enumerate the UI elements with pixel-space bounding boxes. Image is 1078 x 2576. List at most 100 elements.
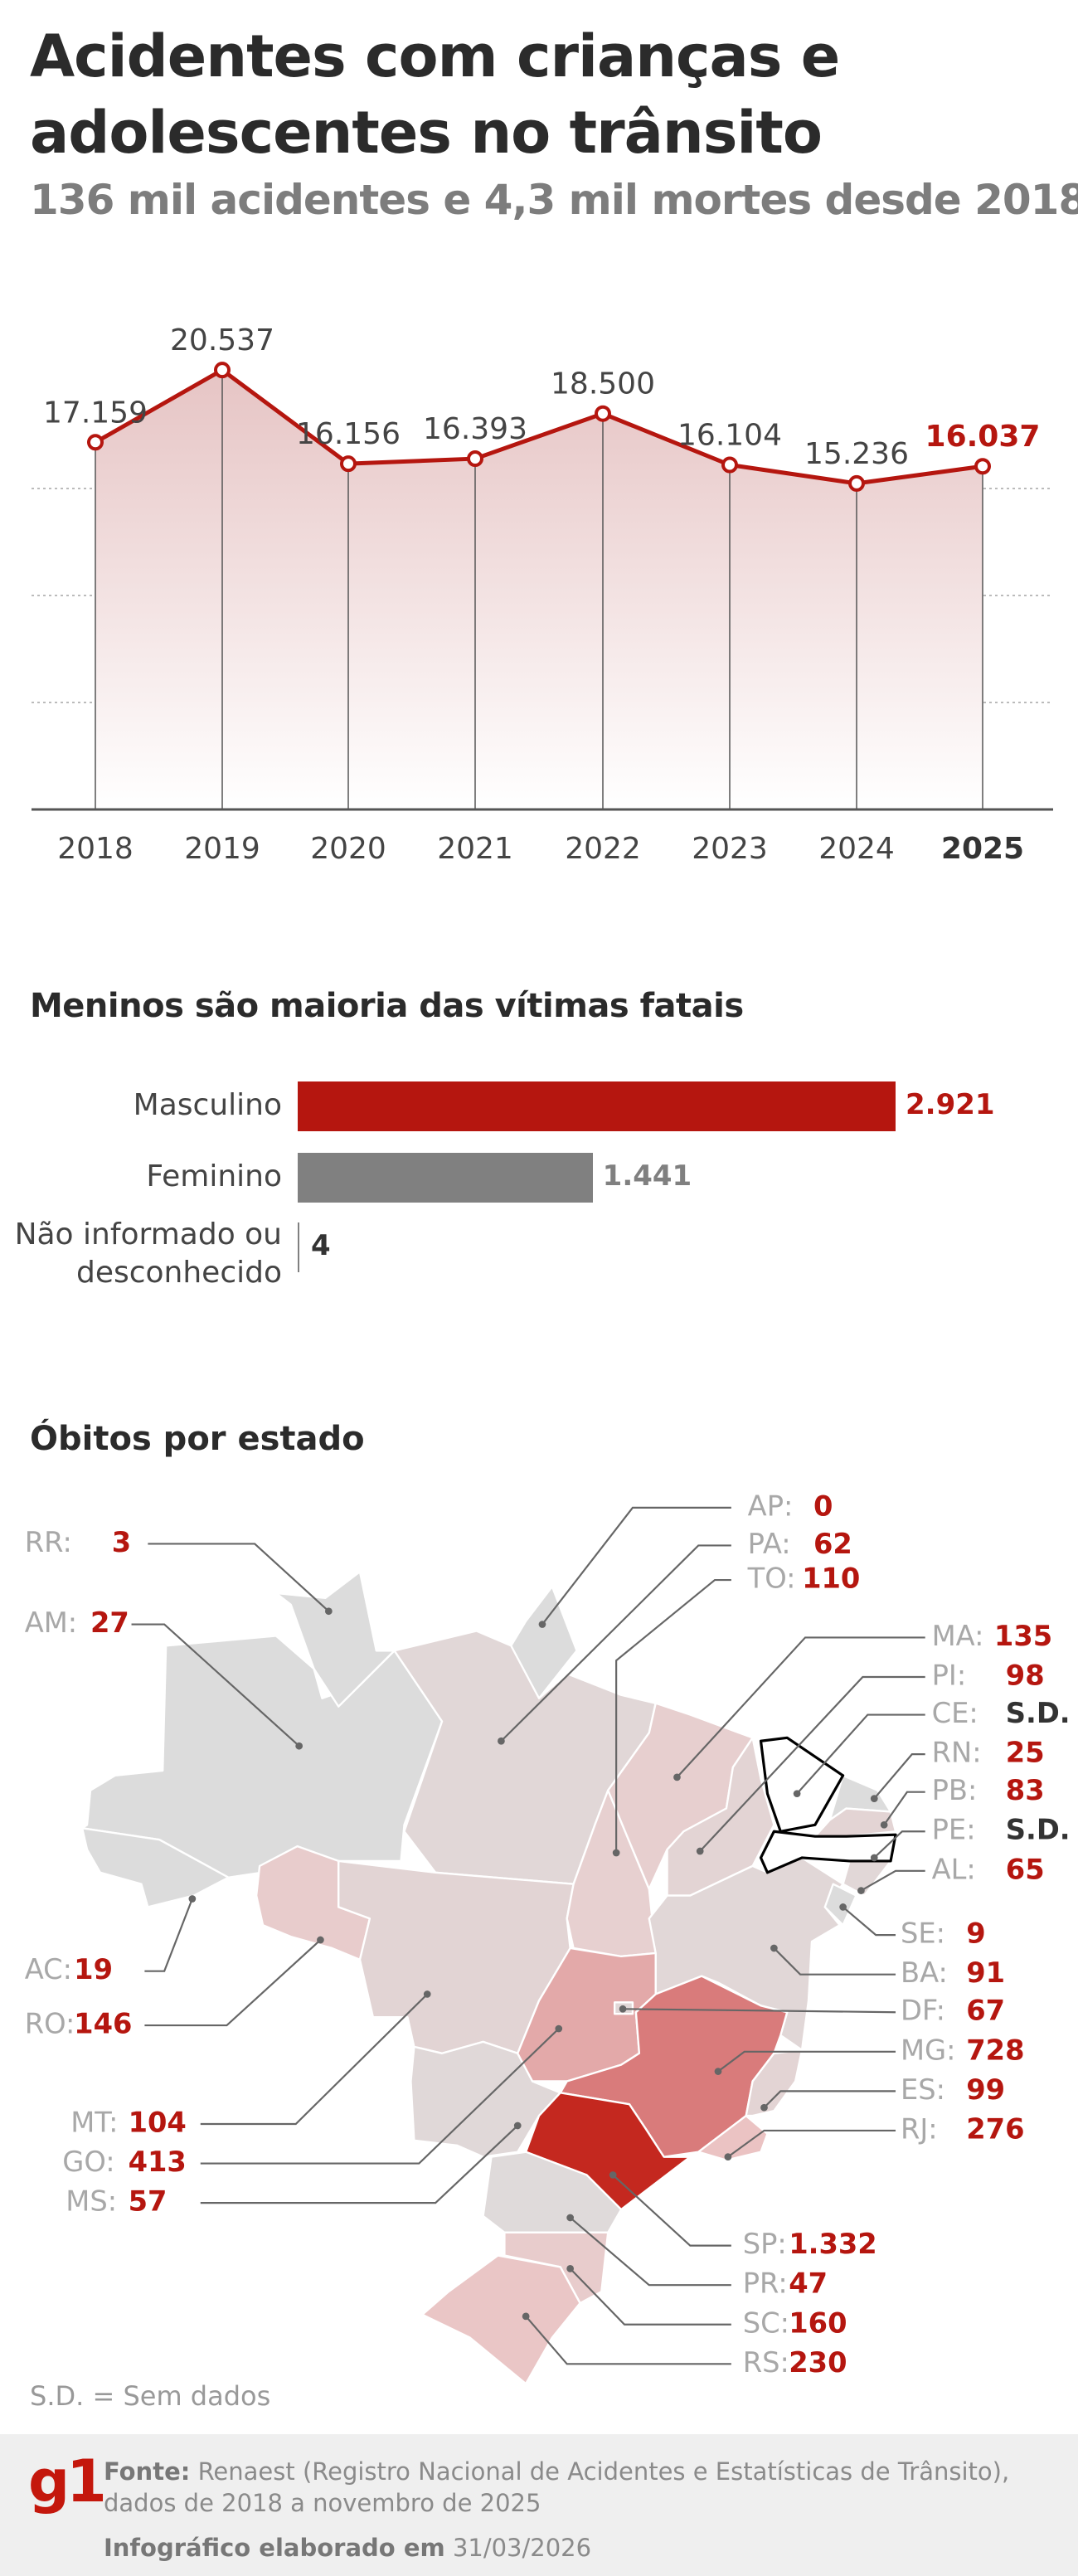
data-label: 16.393 bbox=[423, 412, 527, 446]
state-abbr: SP: bbox=[743, 2228, 787, 2260]
state-value: 47 bbox=[789, 2267, 828, 2300]
x-tick-label: 2019 bbox=[184, 832, 260, 866]
data-label: 17.159 bbox=[43, 396, 148, 430]
leader-line bbox=[727, 2129, 896, 2158]
state-abbr: ES: bbox=[901, 2073, 945, 2106]
leader-line bbox=[873, 1830, 925, 1859]
data-label: 18.500 bbox=[551, 367, 655, 401]
leader-dot bbox=[839, 1903, 847, 1911]
bar bbox=[298, 1081, 896, 1131]
state-value: 110 bbox=[802, 1563, 860, 1595]
line-chart: 17.159 2018 20.537 2019 16.156 2020 16.393 2021… bbox=[32, 323, 1053, 866]
state-value: S.D. bbox=[1006, 1697, 1071, 1729]
state-value: 135 bbox=[994, 1620, 1052, 1652]
leader-line bbox=[612, 2174, 731, 2247]
leader-dot bbox=[498, 1737, 505, 1745]
state-value: 57 bbox=[129, 2185, 168, 2218]
leader-line bbox=[144, 1939, 322, 2027]
map-legend: S.D. = Sem dados bbox=[30, 2380, 271, 2412]
state-ac bbox=[80, 1827, 230, 1908]
state-abbr: SE: bbox=[901, 1917, 945, 1950]
state-value: 728 bbox=[966, 2034, 1024, 2066]
state-abbr: RJ: bbox=[901, 2112, 938, 2145]
leader-line bbox=[148, 1543, 330, 1612]
leader-dot bbox=[870, 1795, 878, 1802]
bar-value: 4 bbox=[311, 1229, 331, 1262]
leader-line bbox=[131, 1623, 300, 1747]
leader-dot bbox=[870, 1854, 878, 1862]
bar-label: Não informado ou desconhecido bbox=[14, 1218, 282, 1290]
credit-label: Infográfico elaborado em bbox=[104, 2534, 445, 2562]
state-value: 9 bbox=[966, 1917, 985, 1950]
page-title: Acidentes com crianças e adolescentes no… bbox=[30, 22, 840, 167]
state-abbr: MG: bbox=[901, 2034, 956, 2066]
state-rs bbox=[421, 2254, 581, 2385]
leader-dot bbox=[770, 1944, 778, 1952]
bar bbox=[298, 1153, 593, 1203]
state-value: S.D. bbox=[1006, 1814, 1071, 1846]
state-es bbox=[745, 2049, 804, 2117]
leader-dot bbox=[566, 2265, 575, 2272]
x-tick-label: 2022 bbox=[565, 832, 641, 866]
data-point bbox=[974, 458, 991, 475]
leader-line bbox=[860, 1869, 925, 1892]
state-abbr: DF: bbox=[901, 1995, 945, 2027]
leader-line bbox=[676, 1636, 925, 1778]
state-value: 67 bbox=[966, 1995, 1005, 2027]
data-label: 20.537 bbox=[170, 323, 274, 357]
brazil-map: RR: 3 AM: 27 AP: 0 PA: 62 TO: 110 MA: 135 PI: 98 CE: S.… bbox=[25, 1490, 1071, 2385]
leader-line bbox=[623, 2008, 896, 2014]
leader-line bbox=[873, 1753, 925, 1800]
leader-dot bbox=[619, 2005, 627, 2013]
bar-value: 2.921 bbox=[906, 1088, 995, 1121]
leader-line bbox=[763, 2090, 896, 2108]
bar-chart-title: Meninos são maioria das vítimas fatais bbox=[30, 987, 744, 1025]
state-value: 1.332 bbox=[789, 2228, 877, 2260]
state-abbr: BA: bbox=[901, 1956, 948, 1989]
leader-dot bbox=[555, 2024, 563, 2033]
state-value: 99 bbox=[966, 2073, 1005, 2106]
data-point bbox=[340, 455, 357, 473]
data-label: 15.236 bbox=[804, 437, 909, 471]
state-abbr: RR: bbox=[25, 1526, 72, 1558]
x-tick-label: 2024 bbox=[818, 832, 895, 866]
state-abbr: PB: bbox=[932, 1774, 978, 1806]
leader-dot bbox=[609, 2171, 617, 2179]
credit-date: 31/03/2026 bbox=[452, 2534, 592, 2562]
state-value: 62 bbox=[813, 1528, 852, 1560]
leader-line bbox=[200, 1993, 429, 2126]
map-title: Óbitos por estado bbox=[30, 1420, 365, 1458]
leader-dot bbox=[513, 2122, 522, 2130]
state-abbr: PA: bbox=[748, 1528, 791, 1560]
leader-line bbox=[200, 2125, 518, 2204]
state-value: 276 bbox=[966, 2112, 1024, 2145]
data-label: 16.156 bbox=[296, 417, 401, 451]
leader-dot bbox=[724, 2153, 732, 2160]
state-abbr: RN: bbox=[932, 1737, 982, 1769]
leader-dot bbox=[566, 2214, 575, 2222]
state-value: 0 bbox=[813, 1490, 833, 1522]
data-point bbox=[214, 362, 231, 379]
state-value: 25 bbox=[1006, 1737, 1045, 1769]
x-tick-label: 2021 bbox=[437, 832, 513, 866]
state-abbr: SC: bbox=[743, 2306, 789, 2339]
state-abbr: CE: bbox=[932, 1697, 978, 1729]
leader-line bbox=[569, 2267, 731, 2326]
state-abbr: PR: bbox=[743, 2267, 788, 2300]
state-value: 91 bbox=[966, 1956, 1005, 1989]
state-value: 98 bbox=[1006, 1659, 1045, 1691]
state-rj bbox=[697, 2114, 769, 2161]
leader-line bbox=[200, 2028, 560, 2165]
state-value: 104 bbox=[129, 2106, 187, 2138]
leader-dot bbox=[538, 1621, 546, 1628]
leader-dot bbox=[793, 1790, 801, 1798]
bar-value: 1.441 bbox=[602, 1159, 692, 1193]
source-label: Fonte: bbox=[104, 2457, 191, 2486]
bar-label: Masculino bbox=[133, 1088, 282, 1122]
x-tick-label: 2023 bbox=[692, 832, 768, 866]
source-text-2: dados de 2018 a novembro de 2025 bbox=[104, 2489, 541, 2517]
leader-dot bbox=[317, 1936, 324, 1944]
leader-dot bbox=[295, 1742, 303, 1750]
state-value: 160 bbox=[789, 2306, 847, 2339]
leader-dot bbox=[696, 1847, 704, 1855]
